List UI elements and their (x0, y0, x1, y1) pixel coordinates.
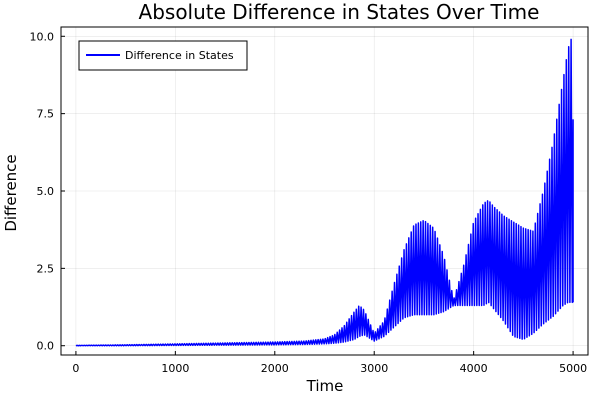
y-tick-label-7-5: 7.5 (37, 108, 55, 121)
x-tick-label-1000: 1000 (161, 362, 189, 375)
x-axis-ticks: 0 1000 2000 3000 4000 5000 (72, 351, 587, 375)
y-tick-label-10-0: 10.0 (30, 30, 55, 43)
chart-title: Absolute Difference in States Over Time (139, 0, 540, 24)
y-tick-label-5-0: 5.0 (37, 185, 55, 198)
x-tick-label-5000: 5000 (559, 362, 587, 375)
x-tick-label-0: 0 (72, 362, 79, 375)
y-tick-label-2-5: 2.5 (37, 262, 55, 275)
y-axis-ticks: 0.0 2.5 5.0 7.5 10.0 (30, 30, 65, 353)
y-axis-title: Difference (2, 154, 20, 231)
legend-label-difference-in-states: Difference in States (125, 49, 234, 62)
x-tick-label-4000: 4000 (460, 362, 488, 375)
y-tick-label-0-0: 0.0 (37, 340, 55, 353)
x-tick-label-3000: 3000 (360, 362, 388, 375)
series-difference-in-states (75, 38, 574, 347)
legend: Difference in States (78, 40, 248, 71)
x-axis-title: Time (306, 377, 344, 395)
x-tick-label-2000: 2000 (261, 362, 289, 375)
series-line-difference-in-states (75, 38, 574, 347)
grid-lines (61, 27, 588, 355)
